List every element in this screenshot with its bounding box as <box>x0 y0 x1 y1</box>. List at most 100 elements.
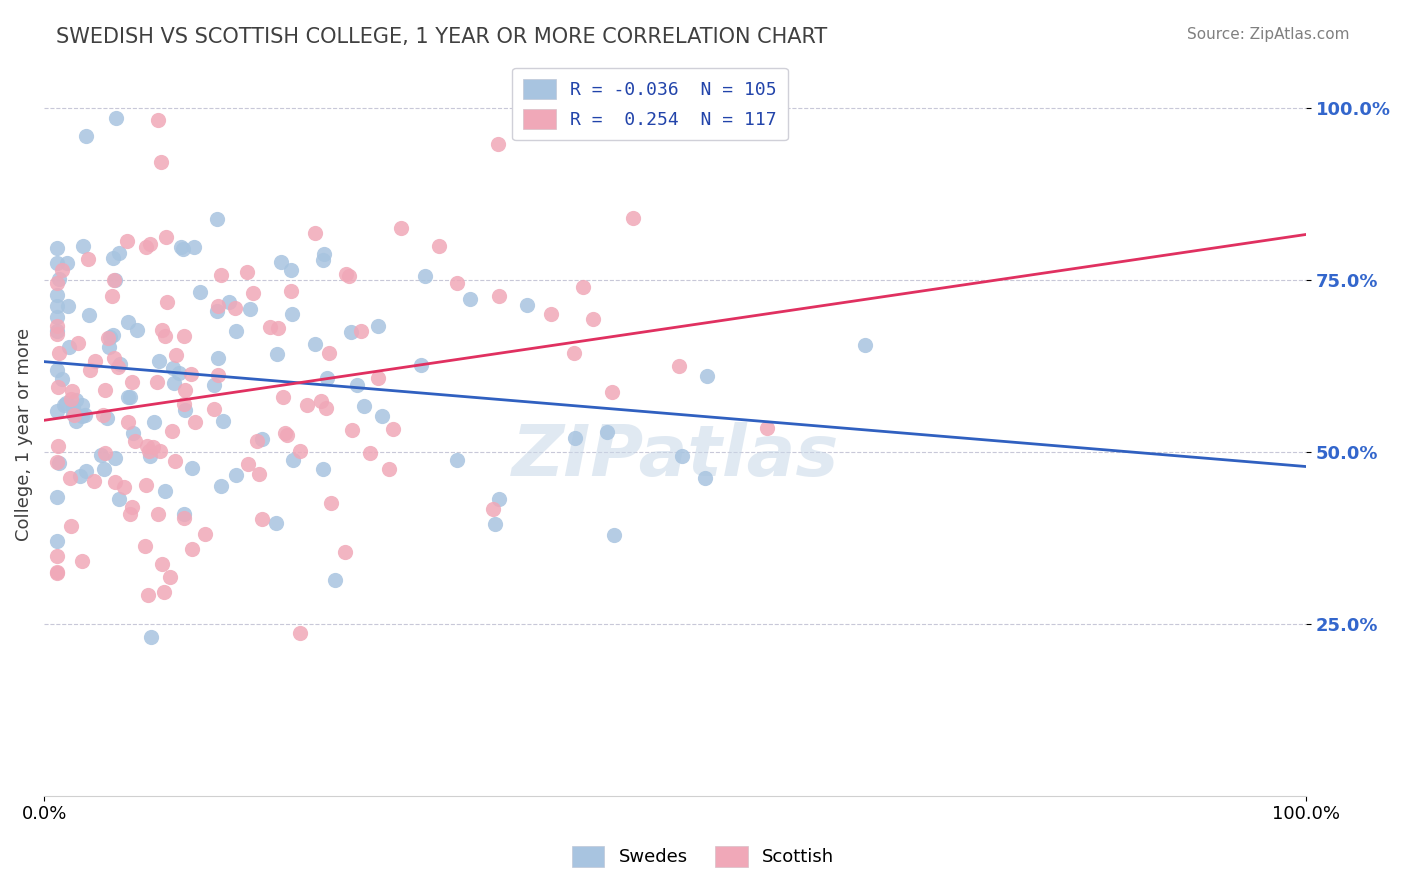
Point <box>309 393 332 408</box>
Point <box>162 360 184 375</box>
Point <box>271 390 294 404</box>
Point <box>225 468 247 483</box>
Point <box>280 262 302 277</box>
Text: Source: ZipAtlas.com: Source: ZipAtlas.com <box>1187 27 1350 42</box>
Point <box>101 251 124 265</box>
Point <box>247 467 270 481</box>
Point <box>252 432 274 446</box>
Point <box>100 289 122 303</box>
Point <box>207 351 229 366</box>
Point <box>117 415 139 429</box>
Point <box>181 460 204 475</box>
Point <box>173 507 195 521</box>
Point <box>280 307 302 321</box>
Point <box>179 367 201 381</box>
Point <box>246 434 269 448</box>
Point <box>488 492 510 507</box>
Point <box>413 268 436 283</box>
Point <box>350 325 373 339</box>
Point <box>236 265 259 279</box>
Point <box>342 423 364 437</box>
Point <box>48 272 70 286</box>
Point <box>152 585 174 599</box>
Point <box>98 340 121 354</box>
Point <box>695 470 717 484</box>
Point <box>104 450 127 465</box>
Point <box>45 326 67 341</box>
Point <box>45 324 67 338</box>
Point <box>283 453 305 467</box>
Point <box>45 319 67 334</box>
Point <box>45 533 67 548</box>
Point <box>145 375 167 389</box>
Point <box>562 346 585 360</box>
Point <box>460 292 482 306</box>
Point <box>150 155 173 169</box>
Point <box>335 545 357 559</box>
Point <box>104 273 127 287</box>
Point <box>671 449 693 463</box>
Point <box>69 468 91 483</box>
Point <box>446 453 468 467</box>
Point <box>55 396 77 410</box>
Point <box>596 425 619 440</box>
Point <box>173 397 195 411</box>
Point <box>540 307 562 321</box>
Point <box>96 411 118 425</box>
Point <box>159 570 181 584</box>
Point <box>150 558 173 572</box>
Point <box>288 443 311 458</box>
Point <box>135 240 157 254</box>
Point <box>45 566 67 580</box>
Point <box>167 366 190 380</box>
Point <box>295 398 318 412</box>
Point <box>45 288 67 302</box>
Point <box>409 358 432 372</box>
Point <box>155 229 177 244</box>
Point <box>170 240 193 254</box>
Point <box>267 321 290 335</box>
Point <box>83 354 105 368</box>
Point <box>121 500 143 514</box>
Point <box>377 462 399 476</box>
Point <box>183 240 205 254</box>
Point <box>280 284 302 298</box>
Point <box>174 403 197 417</box>
Point <box>122 425 145 440</box>
Point <box>108 357 131 371</box>
Point <box>46 380 69 394</box>
Point <box>75 128 97 143</box>
Text: SWEDISH VS SCOTTISH COLLEGE, 1 YEAR OR MORE CORRELATION CHART: SWEDISH VS SCOTTISH COLLEGE, 1 YEAR OR M… <box>56 27 828 46</box>
Point <box>91 409 114 423</box>
Point <box>46 439 69 453</box>
Point <box>107 359 129 374</box>
Point <box>120 390 142 404</box>
Point <box>142 440 165 454</box>
Point <box>315 370 337 384</box>
Point <box>45 490 67 504</box>
Point <box>48 346 70 360</box>
Point <box>207 368 229 382</box>
Point <box>107 246 129 260</box>
Point <box>484 516 506 531</box>
Point <box>70 398 93 412</box>
Point <box>90 448 112 462</box>
Point <box>148 113 170 128</box>
Point <box>225 325 247 339</box>
Point <box>59 471 82 485</box>
Text: ZIPatlas: ZIPatlas <box>512 422 839 491</box>
Point <box>353 399 375 413</box>
Point <box>242 286 264 301</box>
Point <box>153 483 176 498</box>
Point <box>63 408 86 422</box>
Point <box>79 362 101 376</box>
Point <box>51 372 73 386</box>
Point <box>72 409 94 423</box>
Point <box>127 323 149 337</box>
Point <box>65 414 87 428</box>
Point <box>62 407 84 421</box>
Point <box>149 443 172 458</box>
Point <box>600 384 623 399</box>
Point <box>270 255 292 269</box>
Point <box>70 554 93 568</box>
